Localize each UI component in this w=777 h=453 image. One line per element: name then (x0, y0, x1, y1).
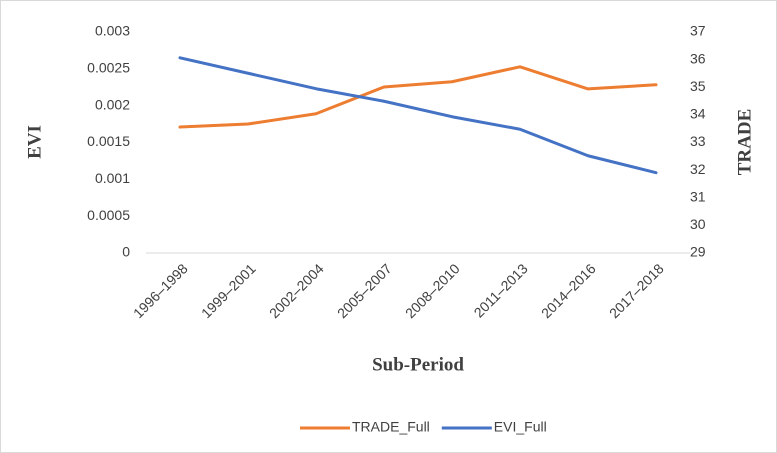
y-tick-label: 0.002 (95, 96, 130, 112)
y-tick-label: 0 (122, 244, 130, 260)
y2-tick-label: 36 (690, 50, 706, 66)
y2-tick-label: 30 (690, 216, 706, 232)
y-axis-label: EVI (24, 125, 45, 159)
y-tick-label: 0.0005 (87, 207, 130, 223)
y2-tick-label: 34 (690, 106, 706, 122)
y-tick-label: 0.0025 (87, 60, 130, 76)
x-axis-label: Sub-Period (372, 354, 464, 375)
series-line (178, 65, 658, 129)
legend-label: TRADE_Full (352, 419, 430, 435)
y2-tick-label: 33 (690, 133, 706, 149)
y2-tick-label: 37 (690, 23, 706, 39)
y2-axis-label: TRADE (734, 109, 755, 176)
y-tick-label: 0.001 (95, 170, 130, 186)
y-tick-label: 0.0015 (87, 133, 130, 149)
series-line (178, 56, 658, 175)
y-tick-label: 0.003 (95, 23, 130, 39)
y2-tick-label: 32 (690, 161, 706, 177)
y2-tick-label: 31 (690, 188, 706, 204)
y2-tick-label: 35 (690, 78, 706, 94)
legend-label: EVI_Full (494, 419, 547, 435)
y2-tick-label: 29 (690, 244, 706, 260)
